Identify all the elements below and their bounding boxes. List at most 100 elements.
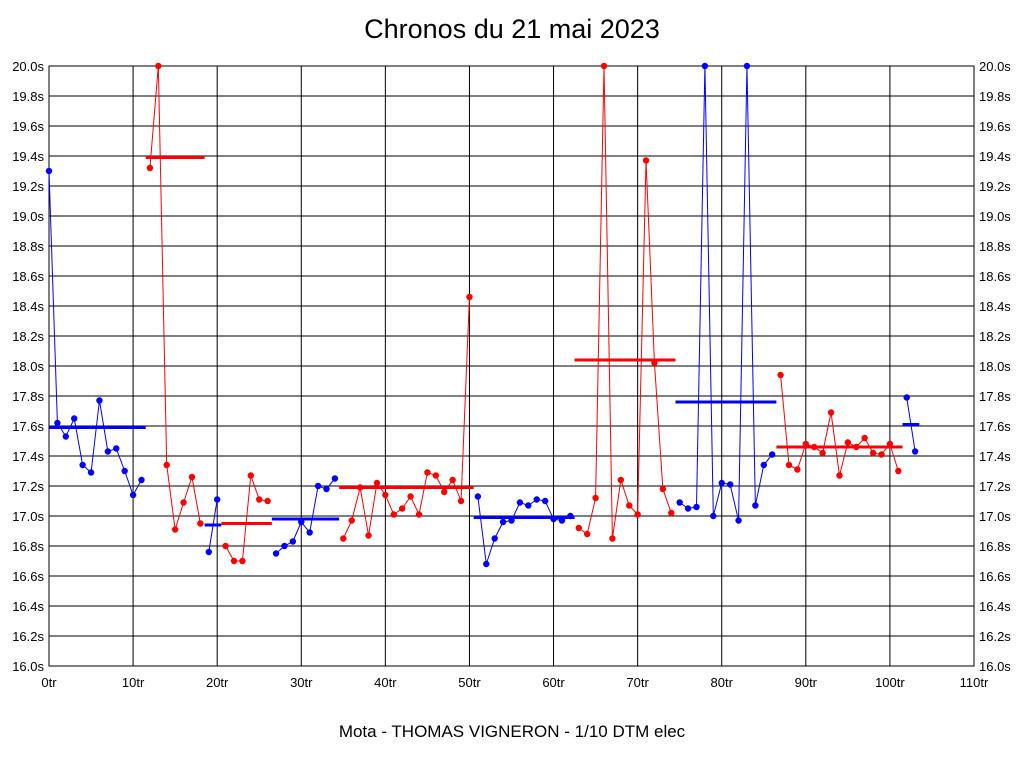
data-point	[180, 499, 187, 506]
x-tick-label: 40tr	[374, 675, 397, 690]
data-point	[365, 532, 372, 539]
data-point	[171, 526, 179, 533]
x-tick-label: 80tr	[711, 675, 734, 690]
x-tick-label: 100tr	[875, 675, 905, 690]
y-tick-label-right: 17.0s	[979, 509, 1011, 524]
data-point	[878, 451, 885, 458]
data-point	[886, 440, 894, 448]
data-point	[811, 443, 818, 451]
data-point	[62, 433, 70, 440]
data-point	[298, 518, 305, 526]
y-tick-label-right: 20.0s	[979, 59, 1011, 74]
y-tick-label-right: 17.2s	[979, 479, 1011, 494]
segment-line	[906, 397, 916, 452]
y-tick-label-left: 18.2s	[12, 329, 44, 344]
data-point	[836, 472, 843, 479]
data-point	[651, 359, 658, 367]
data-point	[71, 415, 78, 422]
segment-line	[578, 65, 672, 539]
data-point	[356, 484, 364, 491]
data-point	[205, 548, 212, 556]
y-tick-label-left: 17.6s	[12, 419, 44, 434]
data-point	[197, 520, 204, 527]
data-point	[827, 409, 835, 416]
data-point	[600, 62, 608, 70]
data-point	[911, 448, 919, 455]
data-point	[398, 505, 406, 512]
plot-border	[48, 65, 975, 667]
data-point	[693, 503, 700, 511]
series-points	[45, 62, 919, 568]
data-point	[592, 494, 599, 502]
data-point	[129, 491, 137, 499]
y-tick-label-right: 16.0s	[979, 659, 1011, 674]
data-point	[188, 473, 196, 481]
data-point	[710, 512, 717, 520]
y-tick-label-right: 16.2s	[979, 629, 1011, 644]
data-point	[794, 466, 801, 473]
y-tick-label-left: 19.0s	[12, 209, 44, 224]
data-point	[861, 434, 868, 442]
segment-line	[780, 374, 899, 476]
data-point	[424, 469, 431, 476]
x-tick-label: 30tr	[290, 675, 313, 690]
y-tick-label-right: 19.4s	[979, 149, 1011, 164]
y-tick-label-right: 17.4s	[979, 449, 1011, 464]
y-tick-label-left: 17.4s	[12, 449, 44, 464]
y-tick-label-right: 18.4s	[979, 299, 1011, 314]
data-point	[256, 496, 263, 503]
data-point	[609, 535, 616, 542]
data-point	[222, 542, 229, 550]
data-point	[642, 157, 650, 164]
data-point	[844, 439, 852, 446]
data-point	[684, 505, 692, 512]
data-point	[550, 515, 557, 523]
y-tick-label-right: 18.2s	[979, 329, 1011, 344]
y-tick-label-right: 16.8s	[979, 539, 1011, 554]
data-point	[87, 469, 95, 476]
data-point	[264, 497, 271, 505]
data-point	[348, 517, 355, 524]
data-point	[575, 524, 582, 532]
segment-line	[208, 499, 218, 553]
data-point	[558, 517, 566, 524]
data-point	[213, 496, 221, 503]
y-tick-label-left: 16.6s	[12, 569, 44, 584]
data-point	[146, 164, 154, 172]
segment-line	[477, 496, 571, 565]
data-point	[104, 448, 112, 455]
y-tick-label-right: 17.8s	[979, 389, 1011, 404]
data-point	[668, 509, 675, 517]
data-point	[272, 550, 280, 557]
data-point	[281, 542, 288, 550]
y-tick-label-right: 18.8s	[979, 239, 1011, 254]
x-tick-label: 110tr	[960, 675, 989, 690]
data-point	[79, 461, 86, 469]
data-point	[785, 461, 793, 469]
data-point	[441, 488, 448, 496]
data-point	[457, 497, 465, 505]
data-point	[869, 449, 877, 457]
data-point	[230, 557, 238, 565]
segment-line	[225, 475, 268, 562]
y-tick-label-left: 19.6s	[12, 119, 44, 134]
data-point	[54, 419, 61, 427]
data-point	[155, 62, 162, 70]
y-tick-label-left: 17.2s	[12, 479, 44, 494]
y-tick-label-right: 18.6s	[979, 269, 1011, 284]
y-tick-label-right: 19.8s	[979, 89, 1011, 104]
data-point	[768, 451, 776, 458]
data-point	[752, 502, 759, 509]
chart-title: Chronos du 21 mai 2023	[364, 14, 660, 44]
data-point	[760, 461, 767, 469]
y-tick-label-left: 16.2s	[12, 629, 44, 644]
data-point	[45, 167, 53, 175]
y-tick-label-left: 17.0s	[12, 509, 44, 524]
data-point	[626, 502, 633, 509]
data-point	[466, 293, 473, 301]
segment-means	[49, 156, 920, 527]
data-point	[323, 485, 330, 493]
segment-line	[149, 65, 201, 530]
data-point	[533, 496, 540, 503]
x-tick-label: 50tr	[458, 675, 481, 690]
